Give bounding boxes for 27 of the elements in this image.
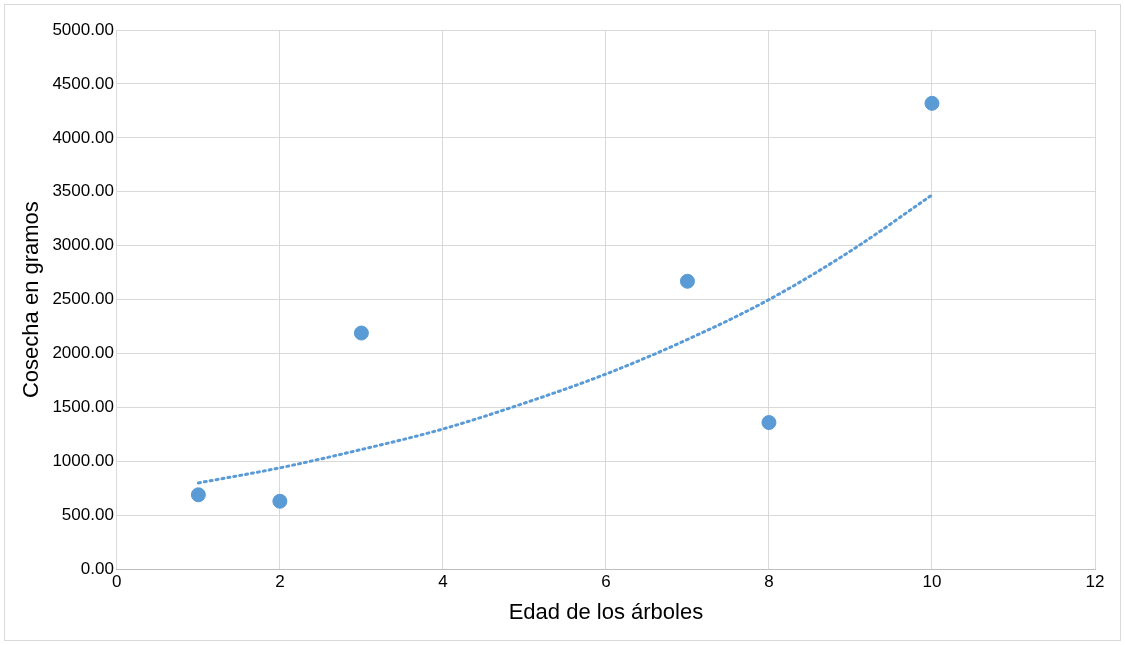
x-tick-label: 2 (275, 572, 285, 592)
x-tick-label: 10 (922, 572, 942, 592)
point (272, 493, 288, 509)
x-tick-label: 8 (764, 572, 774, 592)
point (190, 487, 206, 503)
y-tick-label: 5000.00 (52, 19, 114, 39)
y-tick-label: 0.00 (80, 558, 114, 578)
y-tick-label: 2000.00 (52, 343, 114, 363)
y-tick-label: 4000.00 (52, 127, 114, 147)
point (353, 325, 369, 341)
y-tick-label: 3500.00 (52, 181, 114, 201)
point (679, 273, 695, 289)
line-series (196, 193, 934, 485)
y-axis-title: Cosecha en gramos (18, 201, 44, 399)
x-axis-title: Edad de los árboles (508, 598, 704, 624)
y-tick-label: 3000.00 (52, 235, 114, 255)
x-tick-label: 4 (438, 572, 448, 592)
point (761, 415, 777, 431)
y-tick-label: 1500.00 (52, 397, 114, 417)
y-tick-label: 500.00 (61, 504, 114, 524)
point (924, 95, 940, 111)
x-tick-label: 6 (601, 572, 611, 592)
y-tick-label: 4500.00 (52, 73, 114, 93)
x-tick-label: 12 (1085, 572, 1105, 592)
y-tick-label: 1000.00 (52, 451, 114, 471)
y-tick-label: 2500.00 (52, 289, 114, 309)
x-tick-label: 0 (112, 572, 122, 592)
